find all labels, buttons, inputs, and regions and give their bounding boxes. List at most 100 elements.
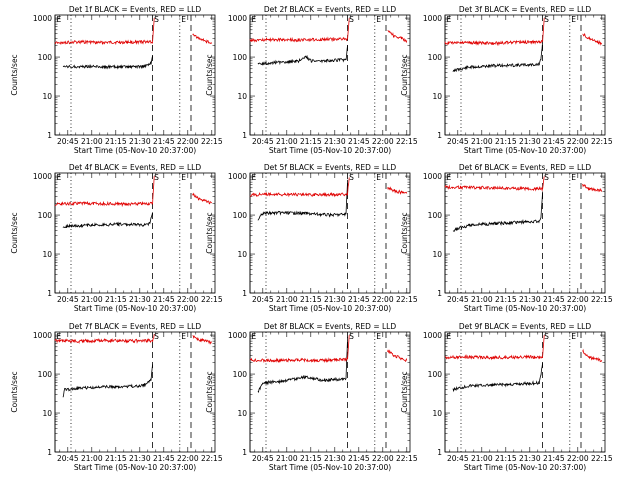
- series-lld-line: [444, 176, 545, 192]
- marker-label: E: [376, 332, 381, 341]
- x-tick-label: 21:00: [276, 295, 298, 304]
- x-axis-label: Start Time (05-Nov-10 20:37:00): [464, 146, 586, 155]
- x-tick-label: 21:15: [300, 295, 322, 304]
- y-tick-label: 1: [47, 448, 52, 457]
- x-tick-label: 20:45: [57, 454, 79, 463]
- x-tick-label: 22:00: [567, 137, 589, 146]
- marker-label: S: [544, 15, 549, 24]
- series-events-line: [452, 41, 543, 73]
- x-axis-label: Start Time (05-Nov-10 20:37:00): [464, 463, 586, 472]
- y-tick-label: 1: [437, 131, 442, 140]
- y-tick-label: 10: [42, 250, 52, 259]
- panel-det-8f: Det 8f BLACK = Events, RED = LLD Counts/s…: [205, 322, 418, 472]
- marker-label: S: [154, 173, 159, 182]
- y-tick-label: 1: [242, 289, 247, 298]
- x-tick-label: 21:00: [276, 454, 298, 463]
- x-tick-label: 21:15: [105, 454, 127, 463]
- panel-title: Det 3f BLACK = Events, RED = LLD: [459, 5, 592, 14]
- x-tick-label: 21:30: [129, 137, 151, 146]
- series-events-line: [452, 362, 543, 393]
- series-lld-line: [192, 192, 213, 205]
- x-tick-label: 21:15: [300, 137, 322, 146]
- panel-title: Det 2f BLACK = Events, RED = LLD: [264, 5, 397, 14]
- marker-label: E: [181, 173, 186, 182]
- series-lld-line: [387, 30, 408, 44]
- y-tick-label: 1: [47, 131, 52, 140]
- x-tick-label: 21:15: [105, 137, 127, 146]
- marker-label: S: [544, 173, 549, 182]
- series-lld-line: [444, 18, 545, 47]
- marker-label: S: [154, 15, 159, 24]
- x-tick-label: 22:15: [591, 295, 613, 304]
- y-tick-label: 1: [242, 448, 247, 457]
- x-axis-label: Start Time (05-Nov-10 20:37:00): [74, 146, 196, 155]
- marker-label: S: [349, 332, 354, 341]
- x-tick-label: 22:00: [177, 137, 199, 146]
- x-tick-label: 21:45: [153, 454, 175, 463]
- x-tick-label: 21:45: [543, 295, 565, 304]
- panel-title: Det 5f BLACK = Events, RED = LLD: [264, 163, 397, 172]
- series-events-line: [62, 55, 153, 70]
- series-lld-line: [582, 348, 603, 363]
- series-events-line: [257, 179, 348, 221]
- x-tick-label: 22:15: [591, 454, 613, 463]
- series-events-line: [62, 364, 153, 398]
- series-events-line: [257, 336, 348, 394]
- y-tick-label: 1000: [228, 14, 247, 23]
- y-tick-label: 1000: [423, 331, 442, 340]
- x-tick-label: 22:00: [372, 295, 394, 304]
- marker-label: E: [181, 332, 186, 341]
- panel-det-1f: Det 1f BLACK = Events, RED = LLD Counts/s…: [10, 5, 223, 155]
- series-lld-line: [444, 335, 545, 361]
- x-tick-label: 21:45: [153, 295, 175, 304]
- y-tick-label: 1: [437, 289, 442, 298]
- y-axis-label: Counts/sec: [400, 371, 409, 412]
- y-tick-label: 1: [242, 131, 247, 140]
- y-tick-label: 100: [38, 53, 53, 62]
- x-tick-label: 20:45: [447, 137, 469, 146]
- x-tick-label: 21:30: [519, 454, 541, 463]
- x-tick-label: 20:45: [252, 137, 274, 146]
- y-tick-label: 100: [233, 211, 248, 220]
- series-events-line: [452, 191, 543, 233]
- panel-det-3f: Det 3f BLACK = Events, RED = LLD Counts/s…: [400, 5, 613, 155]
- x-tick-label: 21:00: [471, 137, 493, 146]
- y-tick-label: 1000: [228, 331, 247, 340]
- marker-label: E: [447, 332, 452, 341]
- marker-label: E: [57, 173, 62, 182]
- y-tick-label: 1000: [423, 14, 442, 23]
- x-tick-label: 21:45: [153, 137, 175, 146]
- panel-title: Det 9f BLACK = Events, RED = LLD: [459, 322, 592, 331]
- x-tick-label: 21:45: [543, 137, 565, 146]
- x-tick-label: 21:15: [495, 454, 517, 463]
- x-tick-label: 21:00: [81, 454, 103, 463]
- series-lld-line: [54, 176, 155, 208]
- y-axis-label: Counts/sec: [10, 212, 19, 253]
- x-tick-label: 20:45: [57, 295, 79, 304]
- y-tick-label: 100: [38, 211, 53, 220]
- x-tick-label: 21:45: [348, 295, 370, 304]
- marker-label: E: [447, 173, 452, 182]
- x-axis-label: Start Time (05-Nov-10 20:37:00): [74, 304, 196, 313]
- panel-title: Det 1f BLACK = Events, RED = LLD: [69, 5, 202, 14]
- x-axis-label: Start Time (05-Nov-10 20:37:00): [74, 463, 196, 472]
- x-tick-label: 21:30: [324, 454, 346, 463]
- panel-det-6f: Det 6f BLACK = Events, RED = LLD Counts/s…: [400, 163, 613, 313]
- x-tick-label: 21:15: [495, 295, 517, 304]
- x-tick-label: 21:30: [519, 137, 541, 146]
- x-tick-label: 22:15: [396, 454, 418, 463]
- x-tick-label: 20:45: [252, 295, 274, 304]
- y-tick-label: 100: [38, 370, 53, 379]
- panel-title: Det 7f BLACK = Events, RED = LLD: [69, 322, 202, 331]
- x-tick-label: 20:45: [57, 137, 79, 146]
- y-tick-label: 100: [233, 370, 248, 379]
- x-tick-label: 20:45: [447, 454, 469, 463]
- x-tick-label: 21:15: [300, 454, 322, 463]
- y-tick-label: 1000: [33, 172, 52, 181]
- x-tick-label: 21:45: [348, 454, 370, 463]
- y-axis-label: Counts/sec: [10, 371, 19, 412]
- y-tick-label: 10: [237, 92, 247, 101]
- marker-label: E: [57, 15, 62, 24]
- y-tick-label: 1: [437, 448, 442, 457]
- panel-det-2f: Det 2f BLACK = Events, RED = LLD Counts/s…: [205, 5, 418, 155]
